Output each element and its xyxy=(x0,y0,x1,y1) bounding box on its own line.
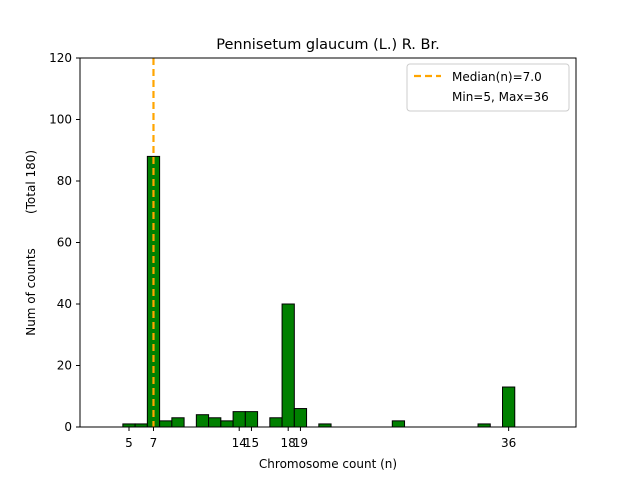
y-tick-label: 60 xyxy=(57,236,72,250)
y-tick-label: 20 xyxy=(57,359,72,373)
bar xyxy=(391,420,406,428)
x-tick-label: 14 xyxy=(232,436,247,450)
x-tick-label: 15 xyxy=(244,436,259,450)
bar xyxy=(171,417,185,428)
x-tick-label: 18 xyxy=(281,436,296,450)
x-tick-label: 36 xyxy=(501,436,516,450)
y-tick-label: 100 xyxy=(49,113,72,127)
x-tick-label: 7 xyxy=(150,436,158,450)
y-tick-label: 120 xyxy=(49,51,72,65)
legend-box xyxy=(406,63,570,112)
bar xyxy=(502,386,516,428)
y-axis-label: Num of counts xyxy=(24,248,38,336)
legend-median-label: Median(n)=7.0 xyxy=(452,70,542,84)
bar xyxy=(232,411,246,428)
x-tick-label: 5 xyxy=(125,436,133,450)
y-axis: 0 20 40 60 80 100 120 xyxy=(49,51,80,434)
bar xyxy=(244,411,259,428)
y-axis-total-label: (Total 180) xyxy=(24,150,38,214)
bar xyxy=(293,408,308,428)
y-tick-label: 40 xyxy=(57,297,72,311)
bars-group xyxy=(122,155,516,428)
bar xyxy=(195,414,210,428)
bar xyxy=(281,303,295,428)
bar xyxy=(159,420,173,428)
x-tick-label: 19 xyxy=(293,436,308,450)
y-tick-label: 0 xyxy=(64,420,72,434)
x-axis-label: Chromosome count (n) xyxy=(259,457,397,471)
y-tick-label: 80 xyxy=(57,174,72,188)
bar xyxy=(269,417,283,428)
chart-title: Pennisetum glaucum (L.) R. Br. xyxy=(216,37,439,53)
bar xyxy=(220,420,234,428)
legend: Median(n)=7.0 Min=5, Max=36 xyxy=(406,63,570,112)
bar xyxy=(208,417,222,428)
legend-minmax-label: Min=5, Max=36 xyxy=(452,90,549,104)
